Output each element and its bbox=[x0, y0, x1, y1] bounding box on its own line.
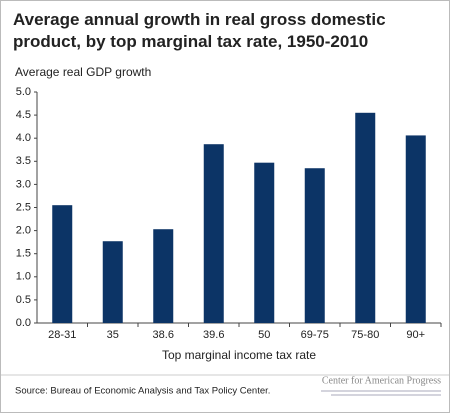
x-tick-label: 38.6 bbox=[153, 329, 174, 341]
y-tick-label: 4.0 bbox=[16, 132, 31, 144]
bar bbox=[405, 135, 426, 323]
bar bbox=[203, 144, 224, 323]
y-tick-label: 4.5 bbox=[16, 109, 31, 121]
y-tick-label: 3.5 bbox=[16, 155, 31, 167]
y-tick-label: 2.5 bbox=[16, 201, 31, 213]
bar bbox=[102, 241, 123, 323]
y-tick-label: 1.0 bbox=[16, 271, 31, 283]
y-tick-label: 0.0 bbox=[16, 317, 31, 329]
logo: Center for American Progress bbox=[322, 375, 441, 386]
bar bbox=[254, 162, 275, 323]
y-tick-label: 3.0 bbox=[16, 178, 31, 190]
bar bbox=[52, 205, 73, 323]
x-tick-label: 90+ bbox=[406, 329, 425, 341]
y-tick-label: 0.5 bbox=[16, 294, 31, 306]
x-tick-label: 75-80 bbox=[351, 329, 379, 341]
x-tick-label: 69-75 bbox=[301, 329, 329, 341]
source: Source: Bureau of Economic Analysis and … bbox=[15, 386, 270, 397]
x-tick-label: 28-31 bbox=[48, 329, 76, 341]
bar bbox=[153, 229, 174, 323]
chart-title: Average annual growth in real gross dome… bbox=[13, 10, 386, 51]
x-axis-title: Top marginal income tax rate bbox=[162, 348, 316, 362]
x-tick-label: 39.6 bbox=[203, 329, 224, 341]
y-axis-title: Average real GDP growth bbox=[15, 65, 151, 79]
y-tick-label: 2.0 bbox=[16, 225, 31, 237]
x-tick-label: 50 bbox=[258, 329, 270, 341]
bar bbox=[355, 112, 376, 323]
y-tick-label: 5.0 bbox=[16, 86, 31, 98]
y-tick-label: 1.5 bbox=[16, 248, 31, 260]
x-tick-label: 35 bbox=[107, 329, 119, 341]
bar bbox=[304, 168, 325, 323]
